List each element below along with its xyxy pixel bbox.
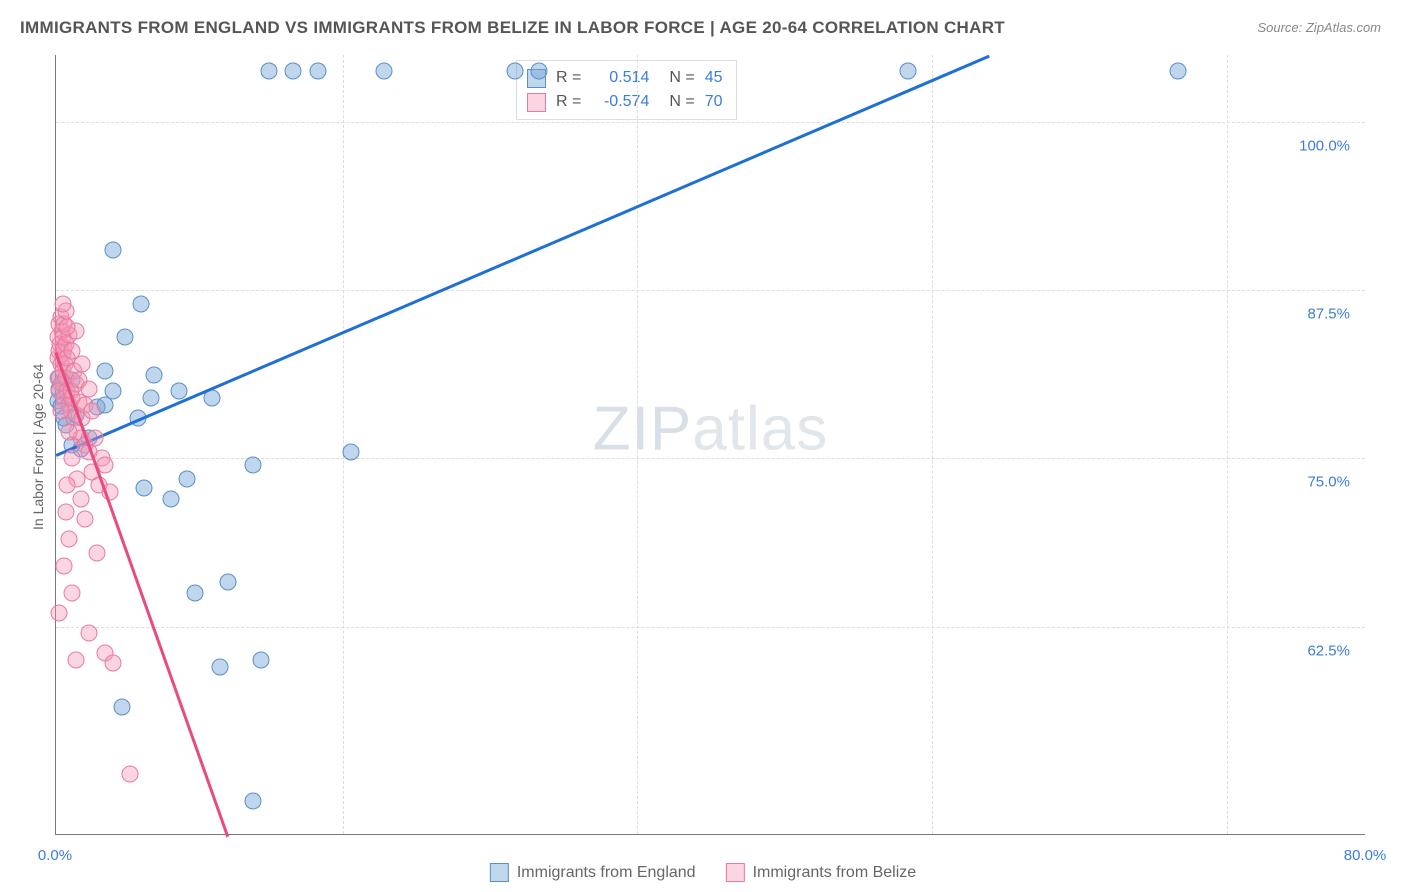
y-axis-label: In Labor Force | Age 20-64 <box>30 364 46 530</box>
r-value-england: 0.514 <box>591 66 649 90</box>
gridline-h <box>56 122 1365 123</box>
gridline-v <box>637 55 638 834</box>
data-point-belize <box>54 295 71 312</box>
swatch-belize-icon <box>527 93 546 112</box>
data-point-belize <box>56 558 73 575</box>
stats-box: R = 0.514 N = 45 R = -0.574 N = 70 <box>516 60 737 120</box>
data-point-england <box>113 699 130 716</box>
data-point-england <box>285 63 302 80</box>
plot-area: ZIPatlas R = 0.514 N = 45 R = -0.574 N =… <box>55 55 1365 835</box>
data-point-england <box>187 584 204 601</box>
n-value-belize: 70 <box>705 90 723 114</box>
chart-title: IMMIGRANTS FROM ENGLAND VS IMMIGRANTS FR… <box>20 18 1005 38</box>
data-point-belize <box>84 403 101 420</box>
data-point-england <box>375 63 392 80</box>
legend-label-england: Immigrants from England <box>517 864 696 882</box>
data-point-england <box>146 367 163 384</box>
data-point-belize <box>105 654 122 671</box>
data-point-england <box>219 574 236 591</box>
data-point-england <box>142 389 159 406</box>
data-point-belize <box>80 380 97 397</box>
watermark-part-b: atlas <box>692 394 828 463</box>
y-tick-label: 75.0% <box>1307 474 1350 491</box>
data-point-belize <box>52 403 69 420</box>
data-point-england <box>116 329 133 346</box>
n-label: N = <box>669 66 694 90</box>
y-tick-label: 100.0% <box>1299 138 1350 155</box>
r-value-belize: -0.574 <box>591 90 649 114</box>
gridline-v <box>932 55 933 834</box>
data-point-england <box>105 383 122 400</box>
data-point-england <box>899 63 916 80</box>
data-point-england <box>260 63 277 80</box>
data-point-england <box>310 63 327 80</box>
y-tick-label: 62.5% <box>1307 642 1350 659</box>
data-point-belize <box>121 766 138 783</box>
data-point-england <box>252 652 269 669</box>
data-point-belize <box>57 504 74 521</box>
data-point-belize <box>59 477 76 494</box>
data-point-belize <box>72 490 89 507</box>
swatch-england-icon <box>490 863 509 882</box>
data-point-belize <box>59 318 76 335</box>
data-point-belize <box>61 423 78 440</box>
data-point-england <box>179 470 196 487</box>
stats-row-england: R = 0.514 N = 45 <box>527 66 722 90</box>
stats-row-belize: R = -0.574 N = 70 <box>527 90 722 114</box>
gridline-v <box>1227 55 1228 834</box>
data-point-belize <box>80 625 97 642</box>
data-point-belize <box>67 652 84 669</box>
data-point-england <box>162 490 179 507</box>
data-point-england <box>97 363 114 380</box>
legend-label-belize: Immigrants from Belize <box>753 864 917 882</box>
legend-item-belize: Immigrants from Belize <box>726 863 917 882</box>
data-point-england <box>531 63 548 80</box>
data-point-belize <box>74 356 91 373</box>
data-point-england <box>506 63 523 80</box>
data-point-belize <box>77 510 94 527</box>
data-point-england <box>133 295 150 312</box>
r-label: R = <box>556 90 581 114</box>
data-point-england <box>244 457 261 474</box>
data-point-england <box>342 443 359 460</box>
data-point-england <box>1169 63 1186 80</box>
data-point-belize <box>51 605 68 622</box>
data-point-belize <box>61 531 78 548</box>
data-point-england <box>105 242 122 259</box>
gridline-h <box>56 290 1365 291</box>
watermark-part-a: ZIP <box>593 394 692 463</box>
swatch-belize-icon <box>726 863 745 882</box>
chart-container: IMMIGRANTS FROM ENGLAND VS IMMIGRANTS FR… <box>0 0 1406 892</box>
legend-item-england: Immigrants from England <box>490 863 696 882</box>
data-point-england <box>211 658 228 675</box>
gridline-h <box>56 627 1365 628</box>
x-tick-label: 0.0% <box>38 847 72 864</box>
watermark: ZIPatlas <box>593 393 828 464</box>
source-label: Source: ZipAtlas.com <box>1257 20 1381 35</box>
legend: Immigrants from England Immigrants from … <box>490 863 916 882</box>
gridline-v <box>343 55 344 834</box>
n-value-england: 45 <box>705 66 723 90</box>
r-label: R = <box>556 66 581 90</box>
data-point-england <box>170 383 187 400</box>
data-point-belize <box>64 450 81 467</box>
data-point-england <box>136 480 153 497</box>
y-tick-label: 87.5% <box>1307 306 1350 323</box>
x-tick-label: 80.0% <box>1344 847 1387 864</box>
data-point-belize <box>88 544 105 561</box>
trend-line-dashed <box>179 701 228 836</box>
n-label: N = <box>669 90 694 114</box>
data-point-belize <box>64 584 81 601</box>
data-point-england <box>244 793 261 810</box>
